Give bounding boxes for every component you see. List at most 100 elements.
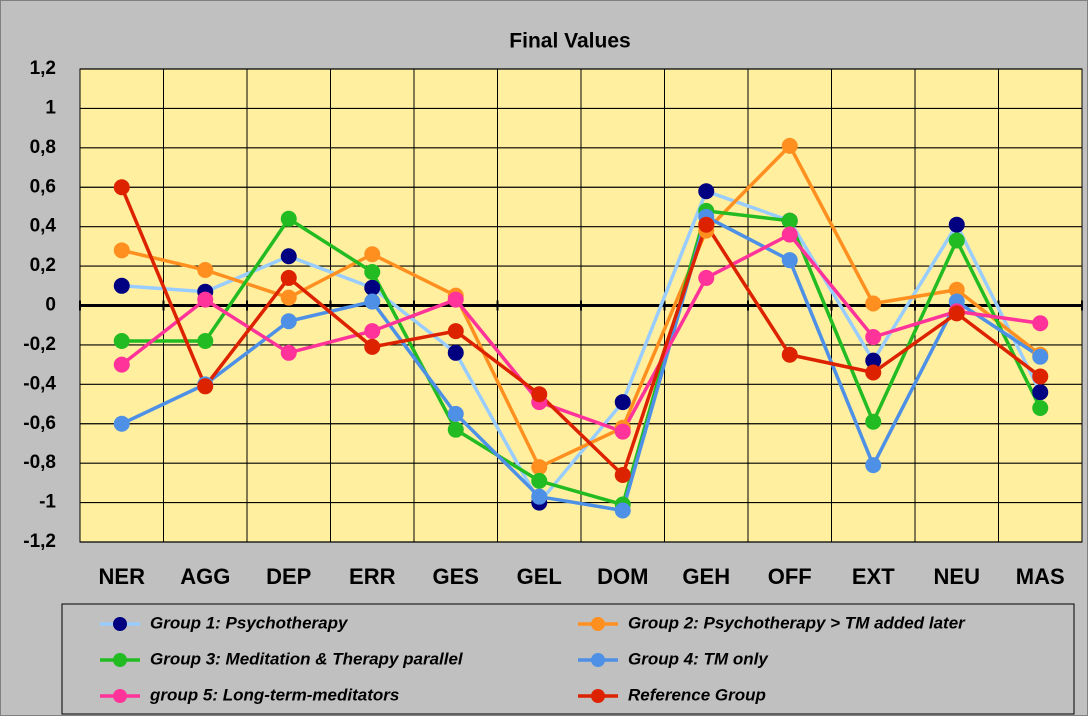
y-tick-label: -1 — [39, 492, 56, 513]
data-point — [280, 210, 297, 227]
legend-label: Group 2: Psychotherapy > TM added later — [628, 613, 966, 632]
data-point — [447, 344, 464, 361]
x-tick-label: EXT — [852, 564, 895, 589]
series-line — [121, 188, 1042, 506]
data-point — [447, 291, 464, 308]
data-point — [614, 466, 631, 483]
data-point — [948, 232, 965, 249]
data-point — [280, 344, 297, 361]
data-point — [113, 332, 130, 349]
data-point — [364, 263, 381, 280]
chart-title: Final Values — [509, 30, 630, 53]
x-tick-label: AGG — [180, 564, 230, 589]
legend-marker — [113, 689, 127, 703]
data-point — [948, 216, 965, 233]
data-point — [113, 179, 130, 196]
data-point — [364, 246, 381, 263]
y-tick-label: 0,8 — [30, 137, 56, 158]
data-point — [948, 281, 965, 298]
data-point — [113, 415, 130, 432]
y-tick-label: -0,8 — [23, 452, 56, 473]
data-point — [865, 413, 882, 430]
series-line — [121, 208, 1042, 507]
data-point — [197, 378, 214, 395]
x-tick-label: DEP — [266, 564, 311, 589]
series-line — [121, 214, 1042, 513]
series-line — [120, 186, 1042, 479]
y-tick-label: 1 — [45, 97, 56, 118]
y-tick-label: -0,4 — [23, 373, 56, 394]
data-point — [364, 279, 381, 296]
data-point — [698, 216, 715, 233]
x-tick-label: MAS — [1016, 564, 1065, 589]
legend-marker — [591, 617, 605, 631]
series-line — [120, 232, 1041, 434]
data-point — [1032, 384, 1049, 401]
data-point — [531, 459, 548, 476]
data-point — [614, 394, 631, 411]
data-point — [781, 252, 798, 269]
data-point — [364, 293, 381, 310]
data-point — [865, 295, 882, 312]
x-tick-label: ERR — [349, 564, 396, 589]
x-tick-label: DOM — [597, 564, 648, 589]
legend-box — [61, 603, 1075, 715]
data-point — [447, 421, 464, 438]
y-tick-label: 0,4 — [30, 216, 57, 237]
data-point — [113, 277, 130, 294]
legend-label: Reference Group — [628, 685, 766, 704]
data-point — [280, 313, 297, 330]
data-point — [781, 137, 798, 154]
data-point — [781, 346, 798, 363]
y-tick-label: -0,6 — [23, 413, 56, 434]
y-tick-label: 0,6 — [30, 176, 56, 197]
data-point — [781, 212, 798, 229]
data-point — [865, 457, 882, 474]
data-point — [781, 226, 798, 243]
legend-label: group 5: Long-term-meditators — [149, 685, 399, 704]
legend-marker — [591, 653, 605, 667]
data-point — [531, 386, 548, 403]
y-tick-label: 0 — [45, 295, 56, 316]
data-point — [531, 472, 548, 489]
plot-border — [79, 68, 1083, 543]
legend-label: Group 3: Meditation & Therapy parallel — [150, 649, 464, 668]
data-point — [1032, 315, 1049, 332]
legend-marker — [113, 617, 127, 631]
data-point — [364, 323, 381, 340]
data-point — [1032, 399, 1049, 416]
data-point — [614, 423, 631, 440]
data-point — [1032, 368, 1049, 385]
y-tick-label: 1,2 — [30, 58, 56, 79]
x-tick-label: GES — [433, 564, 479, 589]
data-point — [948, 305, 965, 322]
data-point — [113, 356, 130, 373]
data-point — [197, 291, 214, 308]
data-point — [447, 405, 464, 422]
data-point — [865, 364, 882, 381]
data-point — [698, 269, 715, 286]
series-line — [121, 142, 1042, 470]
y-tick-label: -1,2 — [23, 531, 56, 552]
legend-label: Group 1: Psychotherapy — [150, 613, 349, 632]
x-tick-label: GEL — [517, 564, 562, 589]
data-point — [614, 502, 631, 519]
legend-marker — [591, 689, 605, 703]
data-point — [447, 323, 464, 340]
data-point — [531, 488, 548, 505]
x-tick-label: GEH — [682, 564, 730, 589]
x-tick-label: NEU — [934, 564, 980, 589]
data-point — [280, 289, 297, 306]
data-point — [865, 352, 882, 369]
x-tick-label: OFF — [768, 564, 812, 589]
x-tick-label: NER — [99, 564, 146, 589]
data-point — [280, 248, 297, 265]
y-tick-label: -0,2 — [23, 334, 56, 355]
legend-label: Group 4: TM only — [628, 649, 769, 668]
data-point — [197, 262, 214, 279]
data-point — [865, 329, 882, 346]
data-point — [698, 183, 715, 200]
data-point — [197, 332, 214, 349]
data-point — [280, 269, 297, 286]
